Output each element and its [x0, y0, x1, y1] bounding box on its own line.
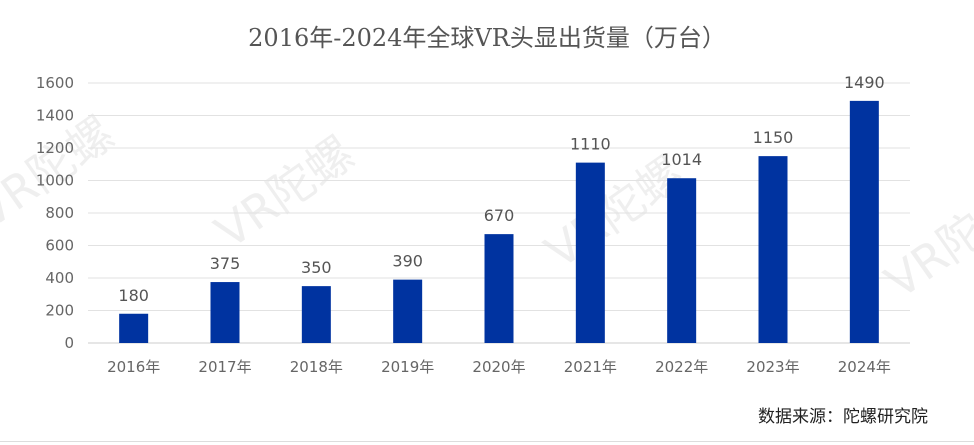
y-tick-label: 1200 [36, 139, 74, 157]
bar [210, 282, 240, 343]
bar [667, 178, 697, 343]
bar [393, 279, 423, 343]
x-tick-label: 2024年 [838, 358, 891, 376]
x-tick-label: 2017年 [198, 358, 251, 376]
watermark: VR陀螺 [205, 126, 363, 259]
source-note: 数据来源：陀螺研究院 [758, 407, 928, 427]
divider [0, 441, 974, 442]
chart-title: 2016年-2024年全球VR头显出货量（万台） [248, 24, 726, 52]
y-tick-label: 0 [64, 334, 74, 352]
x-tick-label: 2023年 [746, 358, 799, 376]
bar [301, 286, 331, 343]
data-label: 1014 [661, 150, 702, 169]
bar [849, 100, 879, 343]
x-tick-label: 2022年 [655, 358, 708, 376]
y-tick-label: 800 [45, 204, 74, 222]
bar [119, 313, 149, 343]
y-tick-label: 200 [45, 302, 74, 320]
x-tick-label: 2018年 [290, 358, 343, 376]
data-label: 350 [301, 258, 332, 277]
x-tick-label: 2020年 [472, 358, 525, 376]
y-tick-label: 600 [45, 237, 74, 255]
data-label: 670 [484, 206, 515, 225]
y-tick-label: 1600 [36, 74, 74, 92]
data-label: 180 [118, 286, 149, 305]
y-tick-label: 1000 [36, 172, 74, 190]
watermark: VR陀螺 [875, 176, 974, 309]
data-label: 390 [392, 252, 423, 271]
x-tick-label: 2016年 [107, 358, 160, 376]
x-tick-label: 2021年 [564, 358, 617, 376]
x-tick-label: 2019年 [381, 358, 434, 376]
bar [484, 234, 514, 343]
data-label: 1490 [844, 73, 885, 92]
data-label: 1150 [753, 128, 794, 147]
bar [575, 162, 605, 343]
bar [758, 156, 788, 343]
y-tick-label: 1400 [36, 107, 74, 125]
y-tick-label: 400 [45, 269, 74, 287]
data-label: 375 [210, 254, 241, 273]
data-label: 1110 [570, 135, 611, 154]
